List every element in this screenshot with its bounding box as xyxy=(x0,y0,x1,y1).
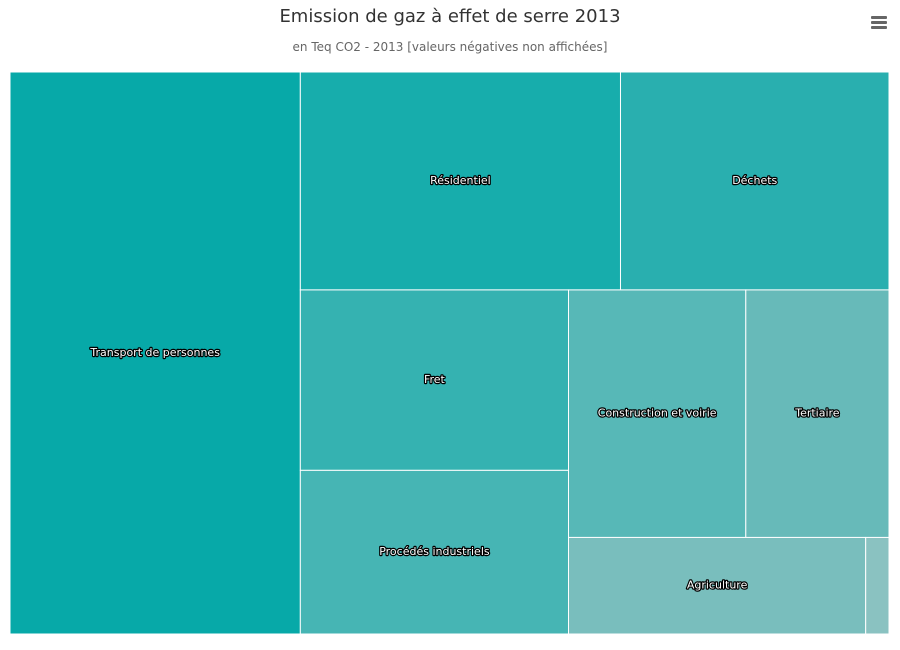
treemap-cell-construction-et-voirie[interactable]: Construction et voirie xyxy=(568,289,747,538)
treemap-cell-dechets[interactable]: Déchets xyxy=(619,71,890,291)
treemap-rect-tertiaire[interactable] xyxy=(745,289,890,538)
treemap-cell-procedes-industriels[interactable]: Procédés industriels xyxy=(299,469,570,635)
treemap-label-procedes-industriels: Procédés industriels xyxy=(379,545,490,558)
treemap-cell-agriculture[interactable]: Agriculture xyxy=(568,536,867,635)
treemap-label-fret: Fret xyxy=(424,373,446,386)
treemap-rect-other[interactable] xyxy=(865,536,890,635)
menu-bar xyxy=(871,26,887,29)
treemap-label-agriculture: Agriculture xyxy=(687,579,748,592)
treemap-rect-procedes-industriels[interactable] xyxy=(299,469,570,635)
treemap-label-residentiel: Résidentiel xyxy=(430,174,491,187)
treemap-label-construction-et-voirie: Construction et voirie xyxy=(598,407,717,420)
treemap-rect-construction-et-voirie[interactable] xyxy=(568,289,747,538)
treemap-label-tertiaire: Tertiaire xyxy=(794,407,840,420)
hamburger-menu-icon[interactable] xyxy=(866,10,890,34)
chart-title: Emission de gaz à effet de serre 2013 xyxy=(279,6,621,27)
treemap-rect-residentiel[interactable] xyxy=(299,71,621,291)
treemap-label-dechets: Déchets xyxy=(732,174,777,187)
treemap-rect-transport-de-personnes[interactable] xyxy=(9,71,301,635)
treemap-cell-tertiaire[interactable]: Tertiaire xyxy=(745,289,890,538)
treemap-cell-residentiel[interactable]: Résidentiel xyxy=(299,71,621,291)
treemap-cell-fret[interactable]: Fret xyxy=(299,289,570,471)
treemap-rect-fret[interactable] xyxy=(299,289,570,471)
treemap-rect-dechets[interactable] xyxy=(619,71,890,291)
treemap-cell-other[interactable] xyxy=(865,536,890,635)
chart-subtitle: en Teq CO2 - 2013 [valeurs négatives non… xyxy=(292,40,608,54)
treemap-label-transport-de-personnes: Transport de personnes xyxy=(89,346,220,359)
treemap-rect-agriculture[interactable] xyxy=(568,536,867,635)
menu-bar xyxy=(871,21,887,24)
treemap-cell-transport-de-personnes[interactable]: Transport de personnes xyxy=(9,71,301,635)
menu-bar xyxy=(871,16,887,19)
